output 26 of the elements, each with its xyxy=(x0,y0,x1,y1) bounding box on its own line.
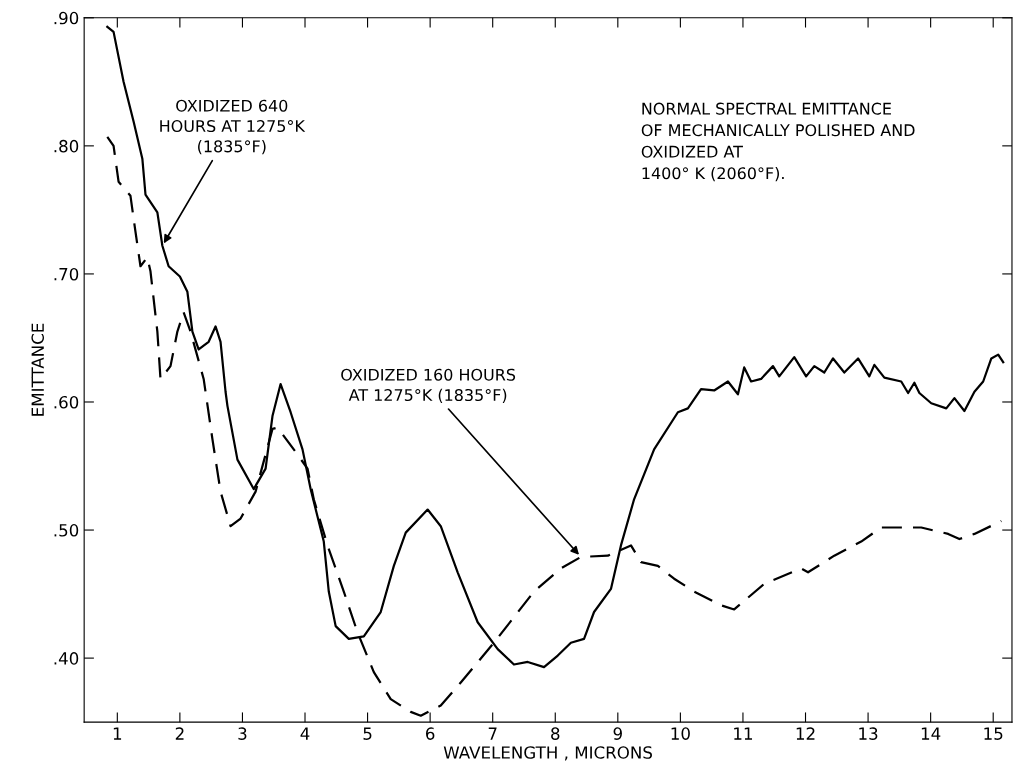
x-tick-label: 5 xyxy=(363,727,372,740)
x-tick-label: 15 xyxy=(984,727,1003,740)
y-tick-label: .40 xyxy=(54,652,79,665)
x-tick-label: 1 xyxy=(113,727,122,740)
x-tick-label: 7 xyxy=(488,727,497,740)
x-axis-title: WAVELENGTH , MICRONS xyxy=(443,746,652,761)
y-tick-label: .50 xyxy=(54,524,79,537)
x-tick-label: 9 xyxy=(613,727,622,740)
y-tick-label: .70 xyxy=(54,267,79,281)
annotation: OXIDIZED 160 HOURS AT 1275°K (1835°F) xyxy=(341,368,516,403)
y-tick-label: .80 xyxy=(54,139,79,153)
text: NORMAL SPECTRAL EMITTANCE OF MECHANICALLY POLISHED AND OXIDIZED AT 1400° K (2060°F). xyxy=(641,102,915,182)
x-tick-label: 14 xyxy=(921,727,941,740)
x-tick-label: 12 xyxy=(796,727,815,740)
x-tick-label: 10 xyxy=(671,727,690,740)
x-tick-label: 13 xyxy=(859,727,878,740)
x-tick-label: 2 xyxy=(175,727,184,740)
x-tick-label: 6 xyxy=(426,727,435,740)
x-tick-label: 8 xyxy=(551,727,560,740)
x-tick-label: 3 xyxy=(238,727,247,740)
y-axis-title: EMITTANCE xyxy=(31,323,45,416)
y-tick-label: .90 xyxy=(54,11,79,25)
annotation: OXIDIZED 640 HOURS AT 1275°K (1835°F) xyxy=(160,99,306,155)
x-tick-label: 11 xyxy=(734,727,753,740)
y-tick-label: .60 xyxy=(54,395,79,409)
x-tick-label: 4 xyxy=(300,727,310,740)
